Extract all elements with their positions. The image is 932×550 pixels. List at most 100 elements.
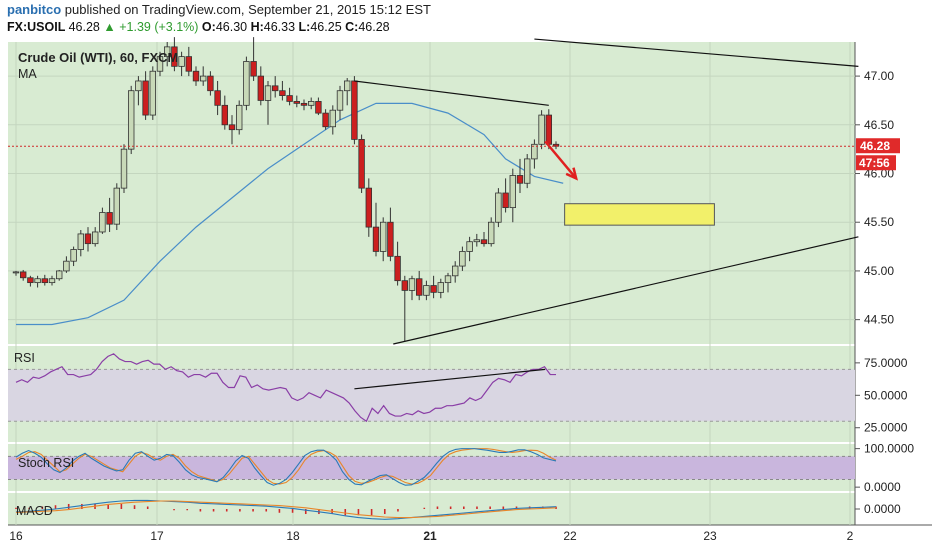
candle-body <box>322 112 329 128</box>
macd-tick-label: 0.0000 <box>864 502 901 516</box>
candle-body <box>156 56 164 72</box>
candle-body <box>480 239 488 245</box>
candle-body <box>379 221 387 252</box>
candle-body <box>41 278 48 284</box>
stoch-rsi-title: Stoch RSI <box>18 456 74 470</box>
candle-body <box>235 104 243 131</box>
last-price-badge-label: 46.28 <box>860 139 890 153</box>
candle-body <box>127 90 135 150</box>
candle-body <box>264 85 272 101</box>
moving-average-line <box>16 102 564 326</box>
stoch-band <box>8 456 855 480</box>
candle-body <box>70 249 77 262</box>
candle-body <box>163 46 171 58</box>
candle-body <box>394 255 401 282</box>
stoch-line <box>15 448 557 485</box>
candle-body <box>423 285 430 296</box>
quote-line: FX:USOIL 46.28 ▲ +1.39 (+3.1%) O:46.30 H… <box>7 20 390 34</box>
price-pane <box>8 37 859 345</box>
published-text: published on TradingView.com, September … <box>64 2 431 17</box>
candle-body <box>12 271 20 274</box>
rsi-trendline <box>354 368 546 390</box>
publish-line: panbitco published on TradingView.com, S… <box>7 2 431 17</box>
candle-body <box>444 275 452 284</box>
stoch-tick-label: 0.0000 <box>864 480 901 494</box>
candle-body <box>84 233 92 245</box>
last-price: 46.28 <box>68 20 100 34</box>
candle-body <box>293 101 300 104</box>
candle-body <box>487 221 495 245</box>
main-pane-bg <box>8 42 855 344</box>
x-tick-label: 22 <box>563 529 577 543</box>
candle-body <box>524 158 531 184</box>
chart-title: Crude Oil (WTI), 60, FXCM <box>18 50 178 65</box>
candle-body <box>192 70 200 82</box>
rsi-tick-label: 25.0000 <box>864 421 908 435</box>
rsi-pane <box>8 353 855 423</box>
candle-body <box>466 241 473 252</box>
candle-body <box>221 104 228 126</box>
candle-body <box>401 280 408 291</box>
trendline <box>393 236 859 345</box>
candle-body <box>307 101 315 106</box>
candle-body <box>459 251 466 267</box>
candle-body <box>502 192 509 209</box>
candle-body <box>495 192 502 223</box>
projection-arrow-head-icon <box>565 167 579 181</box>
last-price-badge <box>856 138 900 154</box>
candle-body <box>531 143 538 160</box>
candle-body <box>315 101 322 114</box>
symbol-label: FX:USOIL <box>7 20 66 34</box>
price-tick-label: 45.50 <box>864 215 894 229</box>
candle-body <box>271 85 279 92</box>
stoch-rsi-pane <box>8 448 855 486</box>
candle-body <box>250 61 257 77</box>
candle-body <box>171 46 178 67</box>
rsi-band <box>8 369 855 422</box>
candle-body <box>509 175 516 209</box>
candle-body <box>27 277 34 284</box>
stoch-tick-label: 100.0000 <box>864 442 914 456</box>
up-arrow-icon: ▲ <box>103 20 116 34</box>
candle-body <box>430 285 437 293</box>
candle-body <box>408 278 416 291</box>
candle-body <box>149 70 156 116</box>
x-tick-label: 18 <box>286 529 300 543</box>
candle-body <box>358 139 365 189</box>
candle-body <box>300 102 308 106</box>
ma-label: MA <box>18 67 37 81</box>
candle-body <box>228 124 236 131</box>
rsi-title: RSI <box>14 351 35 365</box>
candle-body <box>142 80 149 116</box>
rsi-tick-label: 50.0000 <box>864 388 908 402</box>
candle-body <box>451 265 459 277</box>
price-tick-label: 46.50 <box>864 118 894 132</box>
x-tick-label: 17 <box>150 529 164 543</box>
macd-pane-bg <box>8 493 855 525</box>
price-tick-label: 47.00 <box>864 69 894 83</box>
candle-body <box>538 114 545 145</box>
x-tick-label: 16 <box>9 529 23 543</box>
x-tick-label: 2 <box>847 529 854 543</box>
high-value: 46.33 <box>263 20 296 34</box>
candle-body <box>56 270 63 280</box>
candle-body <box>243 61 250 106</box>
rsi-tick-label: 75.0000 <box>864 356 908 370</box>
candle-body <box>415 278 423 296</box>
candle-body <box>279 90 286 96</box>
close-value: 46.28 <box>358 20 390 34</box>
author-link[interactable]: panbitco <box>7 2 62 17</box>
candle-body <box>120 148 128 189</box>
chart-header: panbitco published on TradingView.com, S… <box>0 0 932 40</box>
open-value: 46.30 <box>215 20 248 34</box>
candle-body <box>34 278 41 284</box>
candle-body <box>286 95 293 102</box>
candle-body <box>106 212 113 225</box>
macd-pane <box>15 499 557 520</box>
macd-signal-line <box>15 500 557 519</box>
projection-arrow-line <box>544 140 578 180</box>
candle-body <box>257 75 264 101</box>
close-label: C: <box>345 20 359 34</box>
price-tick-label: 44.50 <box>864 313 894 327</box>
